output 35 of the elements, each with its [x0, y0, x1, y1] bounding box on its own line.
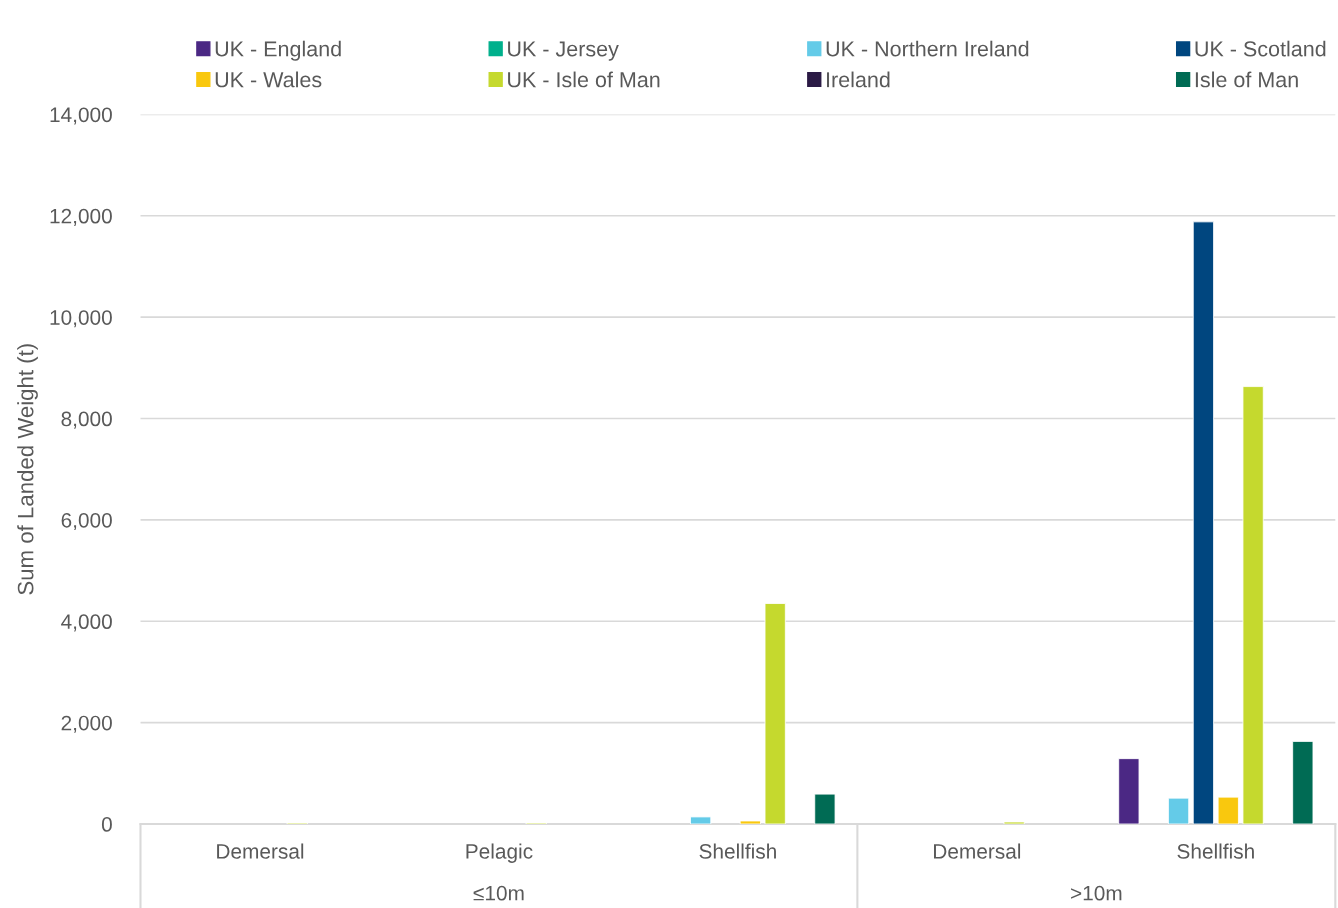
y-tick-label: 4,000: [61, 614, 112, 632]
text: ≤10m: [473, 885, 524, 901]
legend-label: Ireland: [827, 71, 890, 88]
bar: [1217, 796, 1239, 825]
x-tick-label: Shellfish: [1177, 843, 1254, 859]
bar: [1292, 740, 1314, 825]
bar: [1003, 821, 1025, 825]
bar: [814, 793, 836, 825]
legend-label: Isle of Man: [1195, 71, 1298, 88]
x-tick-label: Pelagic: [466, 843, 533, 863]
legend-label: UK - Scotland: [1195, 40, 1326, 57]
legend-label: UK - Isle of Man: [508, 71, 660, 88]
bar: [1242, 386, 1264, 825]
legend-label: UK - England: [215, 40, 341, 61]
text: >10m: [1071, 885, 1122, 901]
bar: [739, 820, 761, 825]
legend-label: UK - Wales: [215, 71, 322, 88]
x-tick-label: Shellfish: [699, 843, 776, 859]
legend-label: UK - Northern Ireland: [826, 40, 1029, 57]
y-tick-label: 8,000: [61, 411, 112, 429]
y-tick-label: 10,000: [50, 310, 112, 328]
bar: [690, 816, 712, 825]
bar: [764, 603, 786, 825]
y-tick-label: 0: [101, 817, 112, 832]
x-tick-label: Demersal: [934, 843, 1021, 859]
y-tick-label: 12,000: [50, 208, 112, 226]
y-tick-label: 2,000: [61, 715, 112, 733]
y-tick-label: 14,000: [50, 107, 112, 125]
bar: [1192, 221, 1214, 825]
legend-label: UK - Jersey: [508, 41, 619, 61]
bar: [1167, 797, 1190, 825]
bar: [1118, 758, 1140, 825]
x-tick-label: Demersal: [217, 843, 304, 859]
y-tick-label: 6,000: [61, 512, 112, 531]
y-axis-title: Sum of Landed Weight (t): [17, 344, 38, 595]
